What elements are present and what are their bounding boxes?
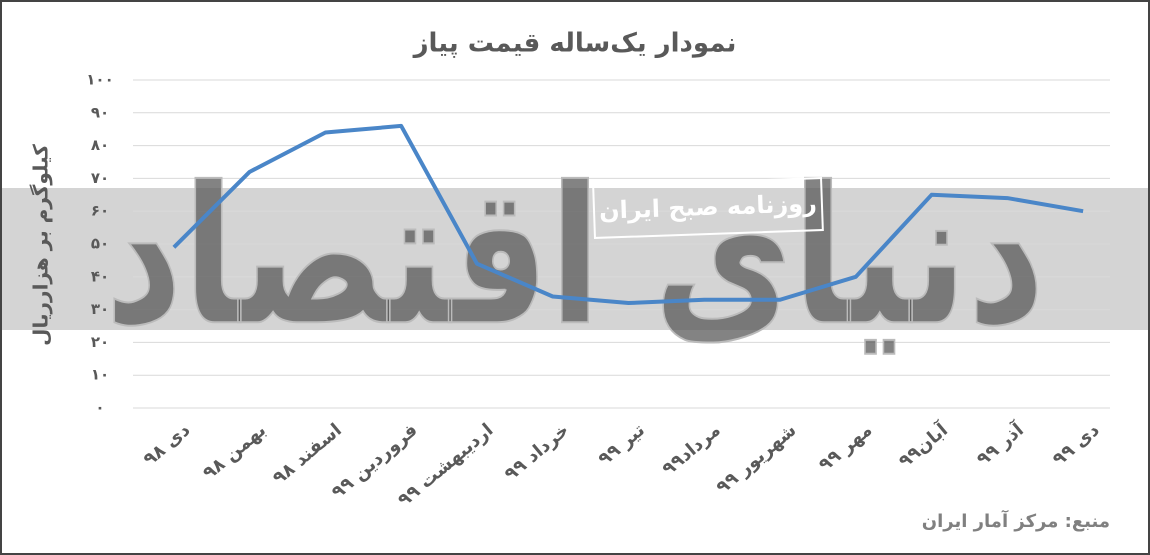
y-tick-label: ۷۰ <box>91 169 109 187</box>
y-tick-label: ۱۰ <box>91 366 109 384</box>
y-tick-label: ۴۰ <box>91 267 109 285</box>
y-tick-label: ۰ <box>95 399 104 417</box>
chart-title: نمودار یک‌ساله قیمت پیاز <box>412 29 737 59</box>
y-tick-label: ۶۰ <box>91 202 109 220</box>
y-axis-label: کیلوگرم بر هزارریال <box>29 144 53 346</box>
watermark-box <box>592 177 824 239</box>
line <box>172 123 1084 306</box>
y-tick-label: ۱۰۰ <box>86 71 113 89</box>
y-tick-label: ۵۰ <box>91 235 109 253</box>
y-tick-label: ۳۰ <box>91 300 109 318</box>
source: منبع: مرکز آمار ایران <box>922 509 1110 532</box>
watermark: دنیای اقتصاد <box>105 146 1045 367</box>
y-tick-label: ۹۰ <box>91 103 109 121</box>
y-tick-label: ۸۰ <box>91 136 109 154</box>
y-tick-label: ۲۰ <box>91 333 109 351</box>
